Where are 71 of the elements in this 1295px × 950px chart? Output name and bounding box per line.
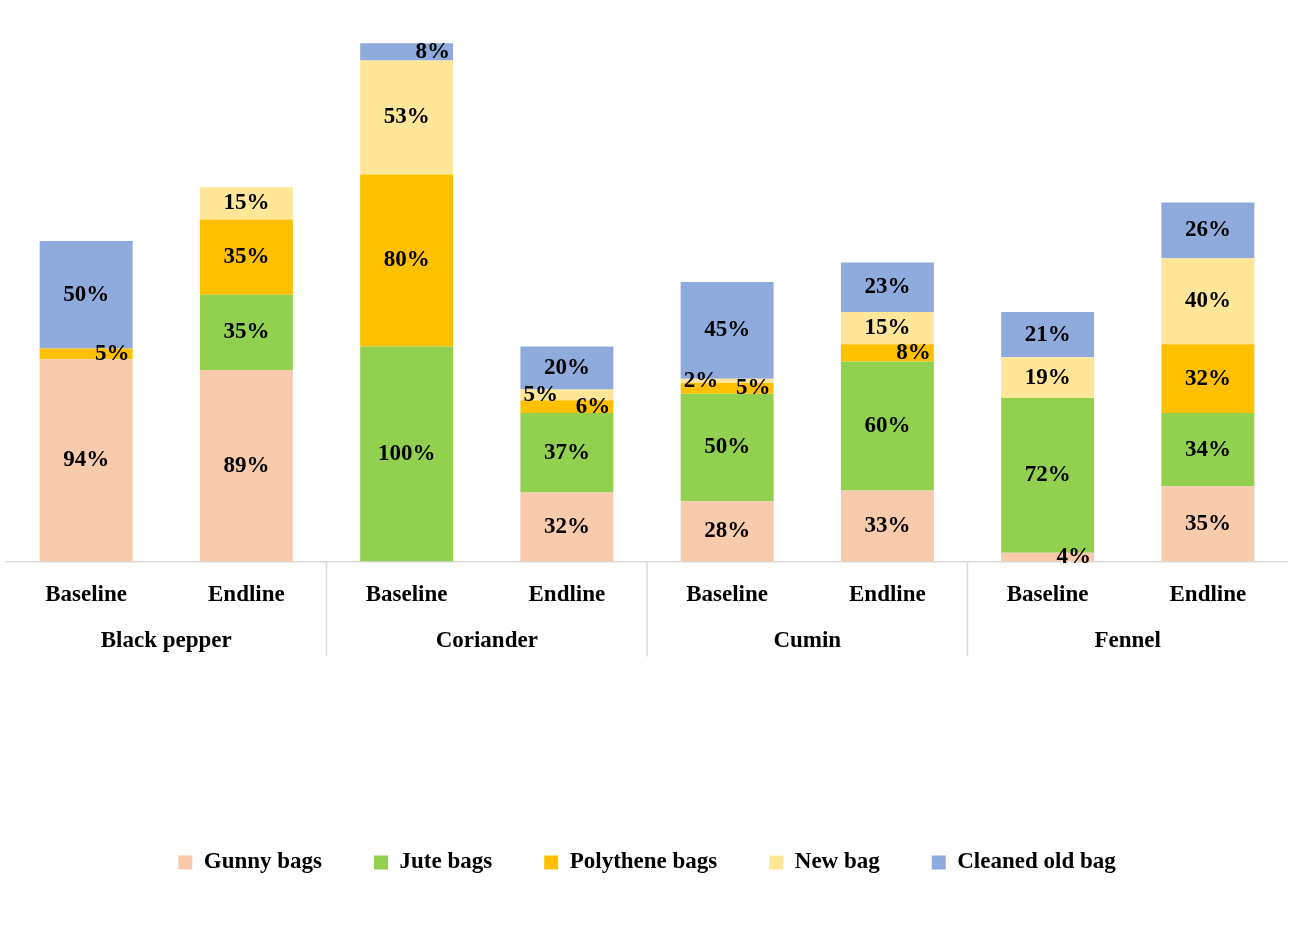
bar <box>199 187 293 220</box>
bar <box>360 60 454 175</box>
bar <box>840 262 934 313</box>
data-label: 32% <box>1184 364 1231 390</box>
bar <box>199 294 293 371</box>
x-tick-label: Baseline <box>365 581 448 607</box>
x-tick-label: Endline <box>849 581 926 607</box>
bar <box>1001 312 1095 358</box>
bar <box>39 359 133 562</box>
data-label: 100% <box>377 439 436 465</box>
data-label: 35% <box>223 243 270 269</box>
data-label: 89% <box>223 451 270 477</box>
data-label: 5% <box>523 380 559 406</box>
x-tick-label: Endline <box>1169 581 1247 607</box>
data-label: 33% <box>864 511 911 537</box>
legend-label: Jute bags <box>399 848 493 874</box>
data-label: 35% <box>1184 509 1231 535</box>
bar <box>1161 258 1255 345</box>
data-label: 72% <box>1024 461 1071 487</box>
bar <box>1161 202 1255 259</box>
bar <box>1161 344 1255 414</box>
bar <box>840 361 934 491</box>
x-tick-label: Baseline <box>1006 581 1089 607</box>
data-label: 21% <box>1024 320 1071 346</box>
bar <box>1161 486 1255 562</box>
legend-label: Gunny bags <box>203 848 323 874</box>
data-label: 15% <box>223 189 270 215</box>
data-label: 23% <box>864 273 911 299</box>
data-label: 35% <box>223 318 270 344</box>
text: Coriander <box>435 627 538 653</box>
bar <box>1001 357 1095 399</box>
data-label: 94% <box>63 446 110 472</box>
data-label: 32% <box>543 512 590 538</box>
data-label: 6% <box>575 392 611 418</box>
bar <box>199 219 293 295</box>
text: Fennel <box>1094 627 1161 653</box>
bar <box>1161 413 1255 487</box>
data-label: 4% <box>1056 543 1091 569</box>
bar <box>520 413 614 493</box>
data-label: 28% <box>704 517 751 543</box>
text: Black pepper <box>100 627 232 653</box>
x-tick-label: Baseline <box>45 581 128 607</box>
data-label: 19% <box>1024 363 1071 389</box>
data-label: 40% <box>1184 287 1231 313</box>
data-label: 37% <box>543 438 590 464</box>
bar <box>680 393 774 502</box>
bar <box>520 492 614 562</box>
data-label: 45% <box>704 316 751 342</box>
x-tick-label: Endline <box>208 581 285 607</box>
data-label: 8% <box>896 338 931 364</box>
x-tick-label: Baseline <box>686 581 769 607</box>
data-label: 20% <box>543 353 590 379</box>
data-label: 15% <box>864 314 911 340</box>
data-label: 50% <box>63 280 110 306</box>
legend-label: Polythene bags <box>569 848 718 874</box>
bar <box>199 370 293 562</box>
x-tick-label: Endline <box>528 581 606 607</box>
data-label: 53% <box>383 103 430 129</box>
data-label: 8% <box>415 37 450 63</box>
legend-label: Cleaned old bag <box>957 848 1117 874</box>
data-label: 60% <box>864 411 911 437</box>
data-label: 26% <box>1184 216 1231 242</box>
legend-label: New bag <box>794 848 881 874</box>
bar <box>680 501 774 562</box>
data-label: 50% <box>704 433 751 459</box>
bar <box>360 346 454 562</box>
bar <box>840 490 934 562</box>
bar <box>360 174 454 347</box>
data-label: 80% <box>383 246 430 272</box>
text: Cumin <box>773 627 842 653</box>
data-label: 34% <box>1184 435 1231 461</box>
